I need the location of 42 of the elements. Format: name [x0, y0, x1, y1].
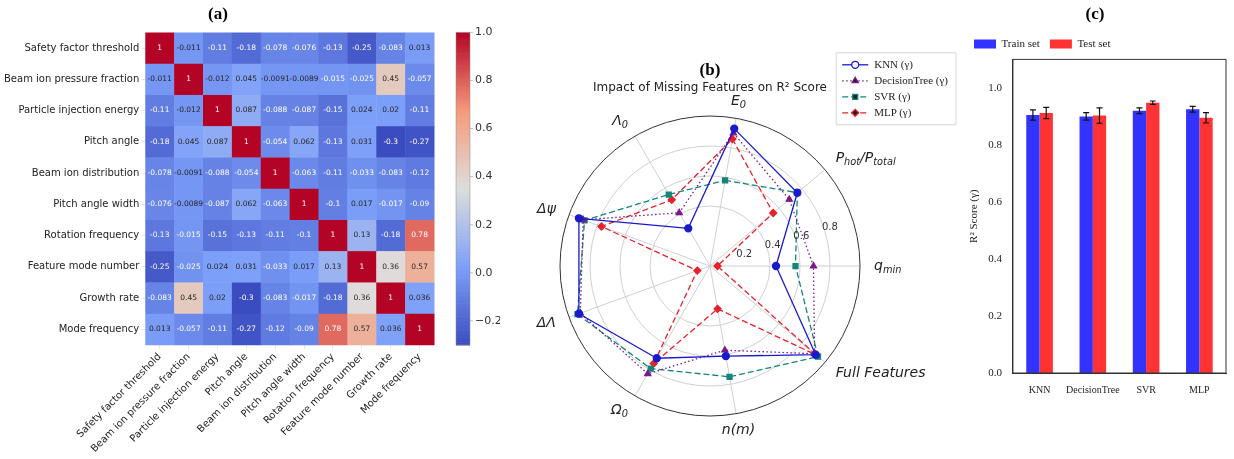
y-tick-label: Beam ion pressure fraction	[3, 72, 140, 84]
y-tick-label: Particle injection energy	[18, 104, 140, 116]
legend-label: Test set	[1077, 36, 1111, 49]
legend-label: Train set	[1001, 36, 1040, 49]
color-bar-label: 0.2	[475, 217, 493, 231]
color-bar-label: 0.0	[475, 265, 493, 279]
y-tick-label: Safety factor threshold	[24, 41, 140, 53]
spoke-label: ΔΛ	[535, 313, 556, 330]
spoke-label: n(m)	[721, 421, 756, 438]
y-tick-label: Feature mode number	[27, 260, 141, 272]
color-bar-label: 0.4	[475, 169, 493, 183]
y-tick-label: Rotation frequency	[44, 229, 140, 241]
y-tick-label: 0.6	[988, 194, 1003, 207]
y-tick-label: Growth rate	[79, 291, 140, 303]
x-tick-label: KNN	[1028, 383, 1051, 395]
legend-label: SVR (γ)	[874, 89, 911, 103]
y-tick-label: 1.0	[988, 80, 1003, 93]
legend-label: DecisionTree (γ)	[874, 73, 949, 87]
spoke-label: Δψ	[536, 199, 557, 216]
y-tick-label: 0.8	[988, 137, 1003, 150]
color-bar-label: −0.2	[475, 313, 502, 327]
color-bar-label: 0.8	[475, 73, 493, 87]
chart-title: (c)	[1085, 3, 1105, 23]
y-tick-label: Mode frequency	[58, 322, 140, 334]
spoke-label: Full Features	[835, 363, 926, 380]
y-tick-label: 0.4	[988, 251, 1003, 264]
legend-label: KNN (γ)	[874, 57, 914, 71]
text: (b)	[699, 59, 721, 79]
y-tick-label: Pitch angle	[83, 135, 140, 147]
y-tick-label: 0.2	[988, 308, 1002, 321]
legend-label: MLP (γ)	[874, 105, 912, 119]
text: Impact of Missing Features on R² Score	[592, 79, 828, 94]
x-tick-label: MLP	[1189, 383, 1211, 395]
x-tick-label: DecisionTree	[1066, 383, 1121, 395]
chart-title: (a)	[208, 3, 228, 23]
y-tick-label: 0.0	[988, 365, 1003, 378]
y-axis-title: R² Score (γ)	[967, 189, 981, 243]
x-tick-label: SVR	[1136, 383, 1157, 395]
color-bar-label: 1.0	[475, 25, 493, 39]
y-tick-label: Beam ion distribution	[31, 166, 140, 178]
y-tick-label: Pitch angle width	[53, 197, 140, 209]
color-bar-label: 0.6	[475, 121, 493, 135]
